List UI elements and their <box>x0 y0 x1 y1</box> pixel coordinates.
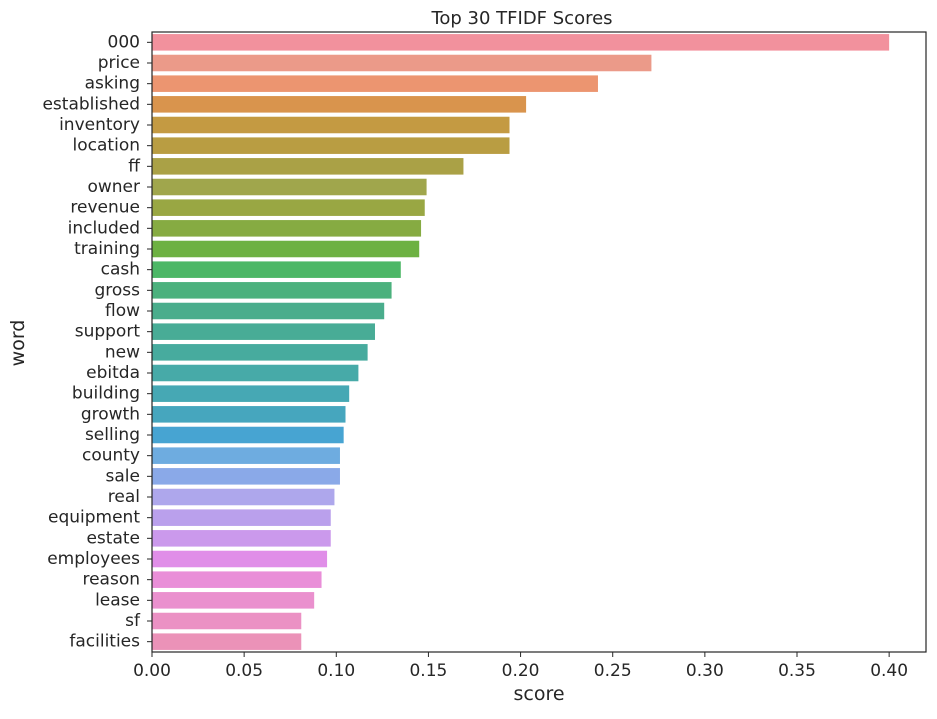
y-tick-label: reason <box>82 570 140 590</box>
plot-frame <box>151 31 927 653</box>
bar-location <box>152 137 510 154</box>
bar-inventory <box>152 116 510 134</box>
bar-000 <box>152 34 890 51</box>
bar-employees <box>152 550 328 568</box>
bar-established <box>152 96 527 113</box>
y-tick-label: training <box>74 239 140 259</box>
bar-ff <box>152 158 464 175</box>
x-tick-label: 0.25 <box>594 661 632 681</box>
bars-group <box>152 34 890 650</box>
bar-flow <box>152 302 385 320</box>
y-tick-label: facilities <box>69 632 140 652</box>
bar-equipment <box>152 509 331 526</box>
y-tick-label: lease <box>95 590 140 610</box>
bar-asking <box>152 75 598 92</box>
bar-building <box>152 385 350 402</box>
y-tick-label: owner <box>87 177 140 197</box>
y-tick-label: county <box>82 446 140 466</box>
bar-included <box>152 220 422 237</box>
y-tick-labels: 000priceaskingestablishedinventorylocati… <box>42 32 152 652</box>
bar-revenue <box>152 199 425 216</box>
bar-lease <box>152 592 315 609</box>
x-tick-label: 0.40 <box>870 661 908 681</box>
bar-selling <box>152 426 344 444</box>
y-tick-label: ebitda <box>86 363 140 383</box>
y-tick-label: new <box>105 342 140 362</box>
y-tick-label: support <box>75 322 141 342</box>
y-tick-label: selling <box>85 425 140 445</box>
x-tick-label: 0.00 <box>133 661 171 681</box>
y-tick-label: sf <box>125 611 141 631</box>
y-tick-label: flow <box>105 301 140 321</box>
y-tick-label: cash <box>101 260 140 280</box>
y-tick-label: sale <box>106 466 140 486</box>
y-tick-label: estate <box>86 528 140 548</box>
x-ticks: 0.00 0.05 0.10 0.15 0.20 0.25 0.30 0.35 0.40 <box>133 652 908 681</box>
y-tick-label: established <box>42 94 140 114</box>
y-tick-label: ff <box>128 156 141 176</box>
y-tick-label: employees <box>47 549 140 569</box>
bar-real <box>152 488 335 506</box>
bar-support <box>152 323 375 340</box>
bar-reason <box>152 571 322 588</box>
y-tick-label: growth <box>81 404 140 424</box>
y-tick-label: gross <box>94 280 140 300</box>
x-tick-label: 0.30 <box>686 661 724 681</box>
y-tick-label: location <box>73 136 140 156</box>
bar-owner <box>152 178 427 196</box>
bar-ebitda <box>152 364 359 382</box>
bar-cash <box>152 261 401 278</box>
y-tick-label: revenue <box>70 198 140 218</box>
x-axis-label: score <box>513 683 564 705</box>
y-tick-label: building <box>72 384 140 404</box>
y-tick-label: real <box>108 487 140 507</box>
y-tick-label: price <box>98 53 140 73</box>
bar-facilities <box>152 633 302 650</box>
chart-title: Top 30 TFIDF Scores <box>430 8 612 29</box>
bar-growth <box>152 406 346 423</box>
y-tick-label: inventory <box>59 115 140 135</box>
bar-training <box>152 240 420 258</box>
bar-estate <box>152 530 331 547</box>
y-axis-label: word <box>7 320 29 367</box>
x-tick-label: 0.10 <box>317 661 355 681</box>
x-tick-label: 0.05 <box>225 661 263 681</box>
y-tick-label: 000 <box>108 32 140 52</box>
bar-price <box>152 54 652 72</box>
x-tick-label: 0.35 <box>778 661 816 681</box>
y-tick-label: equipment <box>48 508 140 528</box>
bar-sale <box>152 468 340 485</box>
bar-county <box>152 447 340 464</box>
x-tick-label: 0.20 <box>502 661 540 681</box>
bar-new <box>152 344 368 361</box>
bar-gross <box>152 282 392 299</box>
y-tick-label: asking <box>85 74 140 94</box>
x-tick-label: 0.15 <box>409 661 447 681</box>
bar-sf <box>152 612 302 630</box>
y-tick-label: included <box>68 218 140 238</box>
